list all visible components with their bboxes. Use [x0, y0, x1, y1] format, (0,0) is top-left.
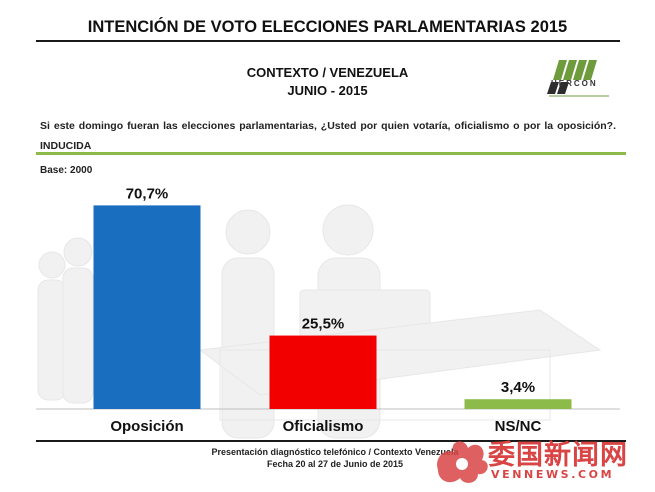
footer-source: Presentación diagnóstico telefónico / Co…	[211, 447, 459, 457]
hercon-logo-mark	[553, 60, 597, 80]
category-labels-group: Oposición Oficialismo NS/NC	[110, 418, 541, 435]
title-divider	[36, 40, 620, 42]
category-label-oficialismo: Oficialismo	[283, 418, 364, 435]
value-label-oficialismo: 25,5%	[302, 316, 345, 333]
logo-text: HERCON	[551, 79, 598, 88]
chart-area: 70,7% 25,5% 3,4% Oposición Oficialismo NS/NC	[0, 180, 655, 440]
bar-chart: 70,7% 25,5% 3,4% Oposición Oficialismo NS/NC	[36, 185, 620, 439]
value-labels-group: 70,7% 25,5% 3,4%	[126, 185, 535, 396]
bar-oposicion	[93, 205, 201, 409]
survey-question: Si este domingo fueran las elecciones pa…	[40, 120, 616, 152]
value-label-oposicion: 70,7%	[126, 185, 169, 202]
subtitle-date: JUNIO - 2015	[287, 83, 368, 98]
category-label-oposicion: Oposición	[110, 418, 183, 435]
bars-group	[36, 205, 620, 410]
page-title: INTENCIÓN DE VOTO ELECCIONES PARLAMENTAR…	[87, 18, 568, 36]
watermark-text-en: VENNEWS.COM	[491, 468, 615, 481]
bar-ns-nc	[464, 399, 572, 409]
question-divider	[36, 152, 626, 155]
watermark-logo-icon	[437, 441, 488, 483]
value-label-ns-nc: 3,4%	[501, 379, 535, 396]
hercon-logo	[547, 60, 609, 97]
bar-oficialismo	[269, 335, 377, 409]
base-note: Base: 2000	[40, 165, 93, 176]
category-label-ns-nc: NS/NC	[495, 418, 542, 435]
bottom-divider	[36, 440, 626, 442]
footer-date: Fecha 20 al 27 de Junio de 2015	[266, 459, 404, 469]
subtitle-context: CONTEXTO / VENEZUELA	[246, 65, 409, 80]
watermark-text-cn: 委国新闻网	[488, 440, 628, 471]
